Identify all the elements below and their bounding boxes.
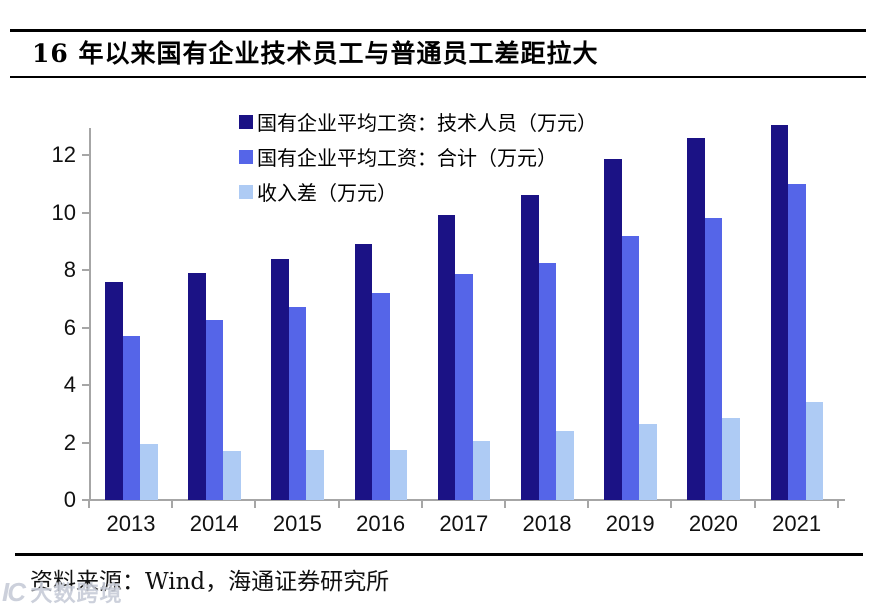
x-tick-label: 2017 bbox=[439, 511, 489, 536]
x-tick-label: 2015 bbox=[272, 511, 322, 536]
x-tick-label: 2019 bbox=[605, 511, 655, 536]
legend-label-total: 国有企业平均工资：合计（万元） bbox=[257, 146, 557, 170]
legend-item-gap: 收入差（万元） bbox=[239, 178, 597, 205]
y-axis-tick bbox=[82, 384, 89, 386]
bar-2016-series2 bbox=[389, 449, 408, 500]
bar-2021-series0 bbox=[770, 124, 789, 500]
x-tick-label: 2013 bbox=[106, 511, 156, 536]
bar-2015-series0 bbox=[271, 258, 289, 500]
legend-swatch-gap bbox=[239, 184, 253, 199]
legend-swatch-tech bbox=[239, 114, 253, 129]
y-axis-tick bbox=[82, 441, 89, 444]
bar-2020-series1 bbox=[704, 218, 723, 500]
y-tick-label: 8 bbox=[63, 257, 76, 282]
y-axis-line bbox=[89, 128, 91, 501]
bar-2020-series0 bbox=[687, 137, 705, 500]
bar-2014-series0 bbox=[188, 272, 206, 500]
source-attribution: 资料来源：Wind，海通证券研究所 bbox=[30, 569, 390, 595]
bar-2016-series0 bbox=[354, 244, 373, 500]
x-axis-line bbox=[85, 499, 845, 501]
bottom-divider bbox=[15, 553, 863, 556]
y-tick-label: 4 bbox=[63, 372, 76, 397]
bar-2019-series1 bbox=[621, 235, 640, 500]
bar-2014-series1 bbox=[205, 320, 224, 500]
chart-legend: 国有企业平均工资：技术人员（万元） 国有企业平均工资：合计（万元） 收入差（万元… bbox=[239, 108, 597, 213]
x-axis-tick bbox=[753, 501, 756, 508]
y-axis-tick bbox=[82, 269, 89, 271]
x-tick-label: 2018 bbox=[522, 511, 572, 536]
bar-2018-series0 bbox=[521, 195, 539, 500]
legend-swatch-total bbox=[239, 149, 253, 164]
x-tick-label: 2014 bbox=[189, 511, 239, 536]
watermark-logo: IC bbox=[2, 577, 26, 607]
bar-2013-series0 bbox=[105, 281, 123, 500]
bar-2018-series2 bbox=[556, 431, 574, 500]
bar-2015-series1 bbox=[288, 307, 307, 500]
x-axis-tick bbox=[88, 501, 90, 508]
bar-2021-series1 bbox=[788, 183, 806, 500]
x-axis-tick bbox=[171, 501, 174, 508]
bar-2013-series2 bbox=[140, 443, 158, 500]
bar-2021-series2 bbox=[805, 402, 824, 500]
bar-2015-series2 bbox=[306, 449, 324, 500]
bar-2020-series2 bbox=[722, 418, 740, 500]
x-axis-tick bbox=[254, 501, 257, 508]
bar-2014-series2 bbox=[223, 451, 241, 500]
x-axis-tick bbox=[504, 501, 506, 508]
y-tick-label: 10 bbox=[51, 199, 76, 225]
y-axis-tick bbox=[82, 499, 89, 501]
bar-2018-series1 bbox=[538, 262, 556, 500]
x-tick-label: 2016 bbox=[356, 511, 406, 536]
y-tick-label: 0 bbox=[63, 487, 76, 512]
legend-label-gap: 收入差（万元） bbox=[257, 181, 397, 205]
title-underline-divider bbox=[10, 76, 866, 78]
top-divider bbox=[10, 29, 866, 32]
x-axis-tick bbox=[670, 501, 673, 508]
x-axis-tick bbox=[836, 501, 839, 508]
bar-2019-series0 bbox=[604, 159, 622, 500]
x-tick-label: 2020 bbox=[688, 511, 738, 536]
bar-2017-series0 bbox=[437, 215, 456, 500]
watermark: IC 大数跨境 bbox=[2, 576, 122, 608]
y-tick-label: 6 bbox=[63, 314, 76, 340]
bar-2016-series1 bbox=[372, 293, 390, 500]
y-axis-tick bbox=[82, 326, 89, 329]
x-axis-tick bbox=[587, 501, 590, 508]
y-tick-label: 2 bbox=[63, 429, 76, 455]
bar-2017-series2 bbox=[472, 441, 491, 500]
x-axis-tick bbox=[420, 501, 423, 508]
legend-item-total: 国有企业平均工资：合计（万元） bbox=[239, 143, 597, 170]
chart-title: 16 年以来国有企业技术员工与普通员工差距拉大 bbox=[32, 39, 599, 68]
bar-2019-series2 bbox=[639, 423, 657, 500]
legend-label-tech: 国有企业平均工资：技术人员（万元） bbox=[257, 111, 597, 135]
x-axis-tick bbox=[337, 501, 340, 508]
y-axis-tick bbox=[82, 154, 89, 156]
bar-2017-series1 bbox=[455, 274, 473, 500]
y-tick-label: 12 bbox=[51, 142, 76, 167]
x-tick-label: 2021 bbox=[772, 511, 822, 536]
y-axis-tick bbox=[82, 211, 89, 214]
bar-2013-series1 bbox=[122, 336, 140, 500]
legend-item-tech: 国有企业平均工资：技术人员（万元） bbox=[239, 108, 597, 135]
watermark-label: 大数跨境 bbox=[30, 581, 123, 606]
